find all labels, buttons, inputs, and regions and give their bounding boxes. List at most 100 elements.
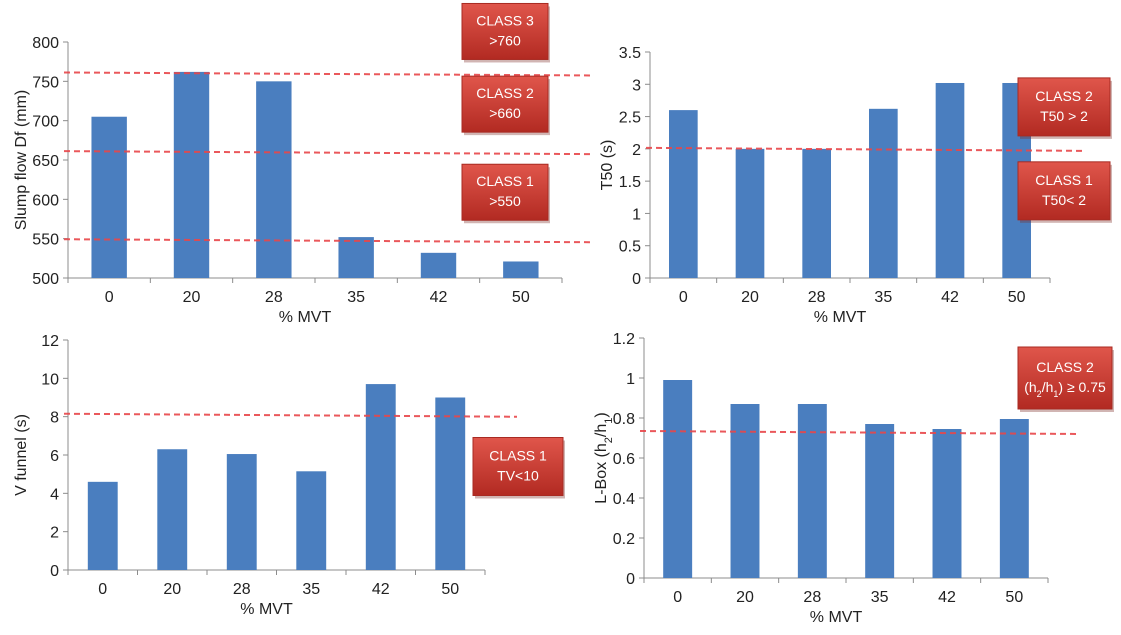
x-tick-label: 35 (347, 289, 365, 306)
bar (932, 429, 962, 578)
threshold-line (645, 146, 1083, 152)
y-tick-label: 0 (632, 271, 641, 288)
x-tick-label: 28 (233, 581, 251, 598)
y-tick-label: 0.5 (619, 239, 641, 256)
y-tick-label: 1.5 (619, 174, 641, 191)
bar (669, 110, 698, 278)
badge-text: CLASS 2 (1035, 88, 1093, 104)
class-badge: CLASS 1 >550 (461, 163, 550, 224)
bar (296, 471, 327, 570)
bar (730, 404, 760, 578)
bar (802, 148, 831, 278)
x-tick-label: 42 (938, 589, 956, 606)
badge-box (461, 163, 549, 221)
badge-text: >660 (489, 105, 521, 121)
y-tick-label: 750 (32, 74, 59, 91)
bar (435, 397, 466, 570)
badge-text: CLASS 1 (1035, 172, 1093, 188)
bar (91, 116, 127, 278)
y-axis-label-part: /h (593, 424, 610, 437)
y-tick-label: 6 (50, 448, 59, 465)
y-tick-label: 10 (41, 371, 59, 388)
bar (999, 419, 1029, 578)
y-tick-label: 500 (32, 271, 59, 288)
badge-text: CLASS 2 (1036, 359, 1094, 375)
class-badge: CLASS 2(h2/h1) ≥ 0.75 (1017, 346, 1114, 412)
x-tick-label: 50 (512, 289, 530, 306)
bar (663, 380, 693, 578)
y-tick-label: 2 (632, 142, 641, 159)
badge-text-part: 2 (1037, 389, 1042, 399)
y-tick-label: 0 (626, 571, 635, 588)
bar (735, 148, 765, 278)
bar (935, 82, 965, 278)
x-tick-label: 42 (941, 289, 959, 306)
badge-text-part: (h (1024, 379, 1036, 395)
badge-box (1017, 161, 1111, 221)
class-badge: CLASS 1 T50< 2 (1017, 161, 1112, 223)
y-tick-label: 3.5 (619, 45, 641, 62)
y-axis-label: T50 (s) (599, 140, 616, 191)
chart-panel-2: 0 0.5 1 1.5 2 2.5 3 3.5 0 20 28 35 42 50 % MVT T50 (s) C… (599, 45, 1112, 326)
bar (256, 81, 292, 278)
badge-text-part: 1 (1053, 389, 1058, 399)
bar (338, 237, 374, 278)
y-tick-label: 600 (32, 192, 59, 209)
badge-text-part: ) ≥ 0.75 (1058, 379, 1106, 395)
x-tick-label: 0 (679, 289, 688, 306)
threshold-line (63, 150, 595, 156)
badge-box (461, 2, 549, 60)
bar (157, 449, 188, 570)
badge-box (461, 75, 549, 133)
x-tick-label: 42 (430, 289, 448, 306)
badge-text: (h2/h1) ≥ 0.75 (1024, 379, 1106, 399)
badge-text: TV<10 (497, 468, 539, 484)
y-axis-label: V funnel (s) (13, 414, 30, 496)
badge-text: T50< 2 (1042, 192, 1086, 208)
y-tick-label: 8 (50, 410, 59, 427)
class-badge: CLASS 3 >760 (461, 2, 550, 63)
y-tick-label: 1 (626, 371, 635, 388)
threshold-line (639, 430, 1081, 435)
threshold-line (63, 71, 595, 77)
y-axis-label: L-Box (h2/h1) (593, 412, 615, 503)
x-tick-label: 35 (302, 581, 320, 598)
x-tick-label: 50 (1008, 289, 1026, 306)
x-tick-label: 35 (874, 289, 892, 306)
y-axis-label: Slump flow Df (mm) (13, 90, 30, 230)
x-tick-label: 28 (265, 289, 283, 306)
x-tick-label: 28 (803, 589, 821, 606)
x-tick-label: 20 (741, 289, 759, 306)
bar (226, 454, 257, 570)
threshold-line (63, 412, 518, 418)
threshold-line (63, 238, 595, 244)
y-tick-label: 2.5 (619, 110, 641, 127)
y-axis-label-part: 1 (603, 418, 615, 424)
y-tick-label: 800 (32, 35, 59, 52)
bar (865, 424, 895, 578)
y-tick-label: 550 (32, 232, 59, 249)
x-tick-label: 0 (98, 581, 107, 598)
chart-panel-3: 0 2 4 6 8 10 12 0 20 28 35 42 50 % MVT V funnel (s) CLA… (13, 333, 565, 618)
x-tick-label: 0 (105, 289, 114, 306)
bar (869, 108, 898, 278)
x-tick-label: 0 (673, 589, 682, 606)
bar (420, 252, 457, 278)
badge-text: >550 (489, 193, 521, 209)
badge-text: CLASS 1 (489, 448, 547, 464)
x-tick-label: 42 (372, 581, 390, 598)
x-tick-label: 50 (441, 581, 459, 598)
badge-text-part: /h (1042, 379, 1054, 395)
badge-box (472, 437, 564, 496)
y-tick-label: 1 (632, 206, 641, 223)
y-tick-label: 700 (32, 114, 59, 131)
bar (87, 481, 118, 570)
class-badge: CLASS 1 TV<10 (472, 437, 565, 499)
y-tick-label: 0 (50, 563, 59, 580)
y-axis-label-part: ) (593, 412, 610, 417)
badge-text: >760 (489, 32, 521, 48)
class-badge: CLASS 2 >660 (461, 75, 550, 136)
bar (173, 71, 210, 278)
